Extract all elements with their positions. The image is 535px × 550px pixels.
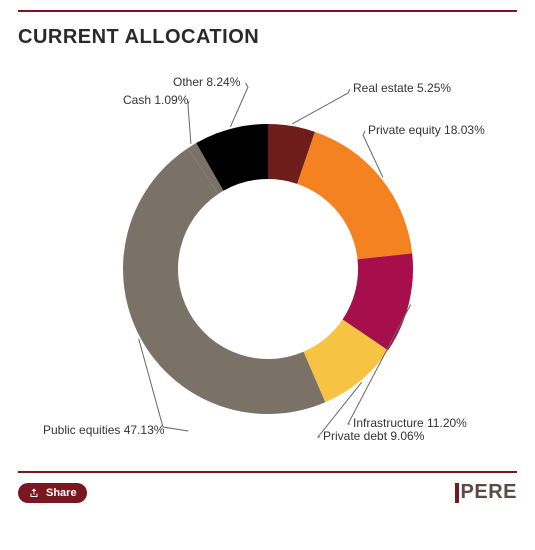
- slice-label: Cash 1.09%: [123, 93, 189, 107]
- brand-logo: PERE: [455, 481, 517, 504]
- bottom-rule: [18, 471, 517, 473]
- leader-line: [188, 101, 191, 144]
- top-rule: [18, 10, 517, 12]
- slice-label: Private equity 18.03%: [368, 123, 485, 137]
- share-button-label: Share: [46, 487, 77, 499]
- donut-slice: [297, 132, 412, 259]
- donut-chart-svg: Real estate 5.25% Private equity 18.03% In…: [23, 59, 513, 459]
- slice-label: Infrastructure 11.20%: [353, 416, 467, 430]
- leader-line: [230, 83, 248, 127]
- slice-label: Private debt 9.06%: [323, 429, 425, 443]
- page-title: CURRENT ALLOCATION: [18, 26, 517, 49]
- slice-label: Real estate 5.25%: [353, 81, 451, 95]
- brand-text: PERE: [461, 481, 517, 504]
- slice-label: Other 8.24%: [173, 75, 241, 89]
- slice-label: Public equities 47.13%: [43, 423, 165, 437]
- leader-line: [292, 89, 350, 124]
- allocation-chart: Real estate 5.25% Private equity 18.03% In…: [18, 59, 517, 459]
- share-button[interactable]: Share: [18, 483, 87, 503]
- share-icon: [28, 487, 40, 499]
- brand-bar: [455, 483, 459, 503]
